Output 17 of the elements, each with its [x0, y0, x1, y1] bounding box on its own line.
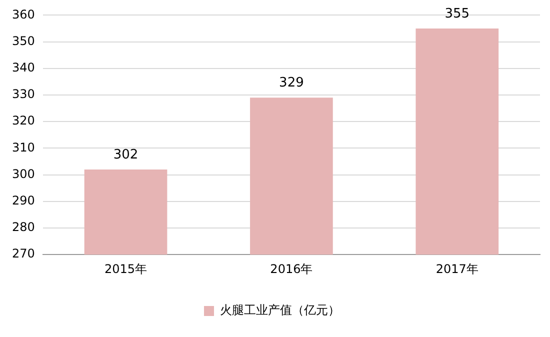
data-label: 302 [113, 147, 138, 162]
y-tick-label: 310 [12, 140, 35, 154]
y-tick-label: 340 [12, 60, 35, 75]
y-tick-label: 270 [12, 246, 35, 261]
y-tick-label: 330 [12, 87, 35, 102]
y-tick-label: 280 [12, 220, 35, 234]
x-tick-label: 2015年 [104, 262, 148, 276]
y-tick-label: 300 [12, 166, 35, 181]
y-tick-label: 350 [12, 34, 35, 48]
y-tick-label: 290 [12, 194, 35, 208]
data-label: 329 [279, 76, 304, 91]
x-tick-label: 2016年 [270, 262, 313, 276]
y-tick-label: 360 [12, 7, 35, 22]
y-tick-label: 320 [12, 114, 35, 128]
legend-label: 火腿工业产值（亿元） [220, 303, 340, 318]
x-tick-label: 2017年 [436, 262, 478, 276]
data-label: 355 [444, 6, 470, 22]
